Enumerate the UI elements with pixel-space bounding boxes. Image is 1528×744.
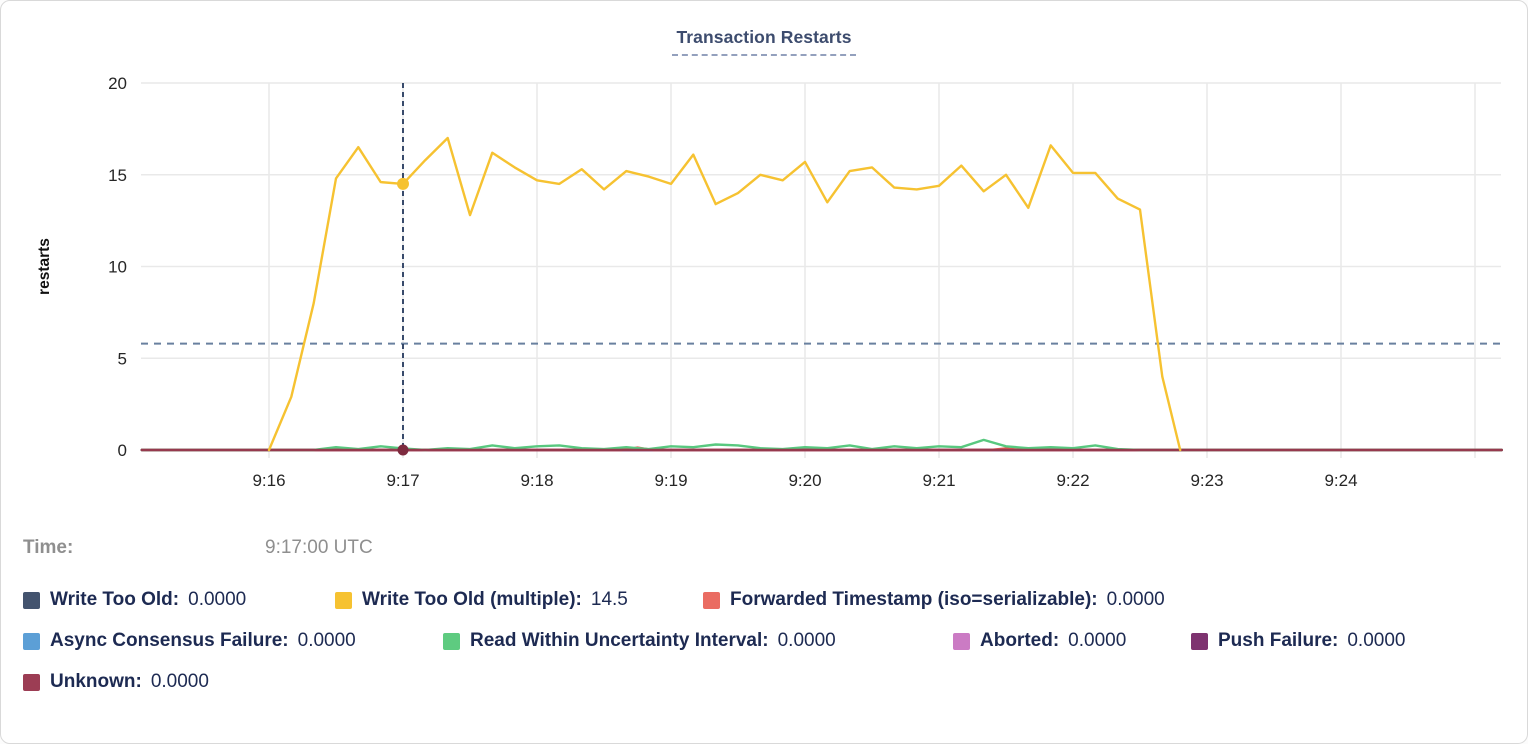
- legend-label: Write Too Old:: [50, 589, 180, 610]
- legend-item-aborted[interactable]: Aborted: 0.0000: [953, 630, 1191, 652]
- y-axis-label: restarts: [36, 238, 53, 295]
- legend-label: Read Within Uncertainty Interval:: [470, 630, 769, 651]
- y-tick-label: 15: [108, 166, 127, 185]
- legend-row: Write Too Old: 0.0000 Write Too Old (multi…: [23, 589, 1513, 611]
- legend-value: 0.0000: [188, 589, 247, 610]
- crosshair-baseline-dot: [397, 444, 409, 456]
- legend-value: 0.0000: [297, 630, 356, 651]
- x-tick-label: 9:20: [788, 471, 821, 490]
- legend-value: 0.0000: [150, 671, 209, 692]
- legend-value: 0.0000: [1347, 630, 1406, 651]
- y-tick-label: 20: [108, 74, 127, 93]
- legend-item-write-too-old-multiple[interactable]: Write Too Old (multiple): 14.5: [335, 589, 703, 611]
- legend-swatch-icon: [443, 632, 460, 650]
- x-tick-label: 9:21: [922, 471, 955, 490]
- x-tick-label: 9:18: [520, 471, 553, 490]
- legend-label: Aborted:: [980, 630, 1060, 651]
- chart-legend: Write Too Old: 0.0000 Write Too Old (multi…: [23, 589, 1513, 712]
- legend-swatch-icon: [23, 673, 40, 691]
- hover-time-row: Time: 9:17:00 UTC: [23, 537, 373, 559]
- legend-item-read-within-uncertainty-interval[interactable]: Read Within Uncertainty Interval: 0.0000: [443, 630, 953, 652]
- legend-item-forwarded-timestamp-iso-serializable[interactable]: Forwarded Timestamp (iso=serializable): 0…: [703, 589, 1165, 611]
- y-tick-label: 10: [108, 258, 127, 277]
- legend-swatch-icon: [703, 591, 720, 609]
- legend-value: 0.0000: [1068, 630, 1127, 651]
- hover-time-label: Time:: [23, 537, 74, 558]
- legend-item-async-consensus-failure[interactable]: Async Consensus Failure: 0.0000: [23, 630, 443, 652]
- legend-label: Push Failure:: [1218, 630, 1339, 651]
- series-line-write-too-old-multiple-: [267, 136, 1182, 452]
- legend-value: 0.0000: [777, 630, 836, 651]
- legend-label: Async Consensus Failure:: [50, 630, 289, 651]
- x-tick-label: 9:17: [386, 471, 419, 490]
- legend-swatch-icon: [23, 591, 40, 609]
- y-tick-label: 5: [118, 349, 127, 368]
- x-tick-label: 9:16: [252, 471, 285, 490]
- legend-item-write-too-old[interactable]: Write Too Old: 0.0000: [23, 589, 335, 611]
- legend-value: 0.0000: [1106, 589, 1165, 610]
- x-tick-label: 9:19: [654, 471, 687, 490]
- x-tick-label: 9:24: [1324, 471, 1357, 490]
- x-tick-label: 9:22: [1056, 471, 1089, 490]
- crosshair-highlight-dot: [397, 177, 409, 190]
- legend-row: Async Consensus Failure: 0.0000 Read Withi…: [23, 630, 1513, 652]
- legend-swatch-icon: [1191, 632, 1208, 650]
- x-tick-label: 9:23: [1190, 471, 1223, 490]
- legend-label: Unknown:: [50, 671, 142, 692]
- y-tick-label: 0: [118, 441, 127, 460]
- series-line-read-within-uncertainty-interval: [140, 438, 1504, 452]
- legend-row: Unknown: 0.0000: [23, 671, 1513, 693]
- legend-label: Forwarded Timestamp (iso=serializable):: [730, 589, 1098, 610]
- legend-label: Write Too Old (multiple):: [362, 589, 582, 610]
- legend-swatch-icon: [953, 632, 970, 650]
- legend-item-push-failure[interactable]: Push Failure: 0.0000: [1191, 630, 1405, 652]
- legend-swatch-icon: [335, 591, 352, 609]
- legend-value: 14.5: [590, 589, 628, 610]
- legend-item-unknown[interactable]: Unknown: 0.0000: [23, 671, 209, 693]
- legend-swatch-icon: [23, 632, 40, 650]
- hover-time-value: 9:17:00 UTC: [265, 537, 373, 558]
- chart-title-wrap: Transaction Restarts: [1, 27, 1527, 56]
- transaction-restarts-chart[interactable]: 0 5 10 15 20 9:16 9:17 9:18 9:19 9:20 9:21 9:22 9:23…: [1, 1, 1528, 511]
- chart-title[interactable]: Transaction Restarts: [672, 27, 856, 56]
